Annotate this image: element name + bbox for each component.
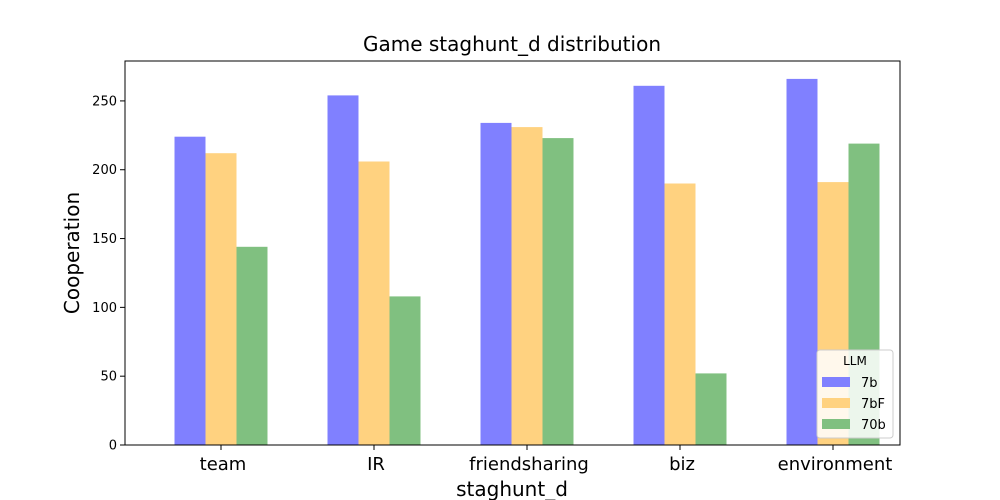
plot-frame — [124, 60, 901, 446]
x-tick-label-team: team — [200, 454, 247, 475]
x-tick-label-friendsharing: friendsharing — [469, 454, 589, 475]
x-axis-label: staghunt_d — [456, 477, 568, 500]
legend-swatch-70b — [822, 419, 850, 429]
legend-items: 7b 7bF 70b — [822, 376, 886, 433]
legend-box — [816, 349, 894, 439]
legend-swatch-7bF — [822, 398, 850, 408]
bar-70b-team — [236, 246, 268, 445]
x-axis: team IR friendsharing biz environment — [200, 445, 893, 475]
bar-7b-biz — [633, 85, 665, 446]
bar-7b-environment — [786, 78, 818, 446]
bar-7bF-biz — [664, 183, 696, 445]
legend-label-70b: 70b — [861, 418, 886, 433]
y-axis-label: Cooperation — [60, 192, 84, 314]
x-tick-label-environment: environment — [778, 454, 893, 475]
bar-7bF-team — [205, 153, 237, 445]
x-tick-label-IR: IR — [367, 454, 385, 475]
bar-70b-IR — [389, 296, 421, 445]
legend-swatch-7b — [822, 377, 850, 387]
y-tick-label: 100 — [92, 301, 117, 316]
y-axis: 0 50 100 150 200 250 — [92, 94, 125, 454]
bar-7b-friendsharing — [480, 122, 512, 446]
bar-70b-friendsharing — [542, 138, 574, 445]
bar-7b-team — [174, 136, 206, 445]
bar-7b-IR — [327, 95, 359, 446]
y-tick-label: 0 — [109, 439, 117, 454]
chart-title: Game staghunt_d distribution — [363, 32, 661, 56]
y-tick-label: 50 — [100, 370, 117, 385]
bar-7bF-IR — [358, 161, 390, 445]
x-tick-label-biz: biz — [669, 454, 695, 475]
legend: LLM 7b 7bF 70b — [816, 349, 894, 439]
legend-title: LLM — [843, 354, 867, 368]
bars-group — [174, 78, 880, 446]
legend-label-7b: 7b — [861, 376, 878, 391]
legend-label-7bF: 7bF — [861, 397, 885, 412]
y-tick-label: 250 — [92, 94, 117, 109]
y-tick-label: 200 — [92, 163, 117, 178]
bar-7bF-friendsharing — [511, 127, 543, 445]
y-tick-label: 150 — [92, 232, 117, 247]
bar-70b-biz — [695, 373, 727, 445]
